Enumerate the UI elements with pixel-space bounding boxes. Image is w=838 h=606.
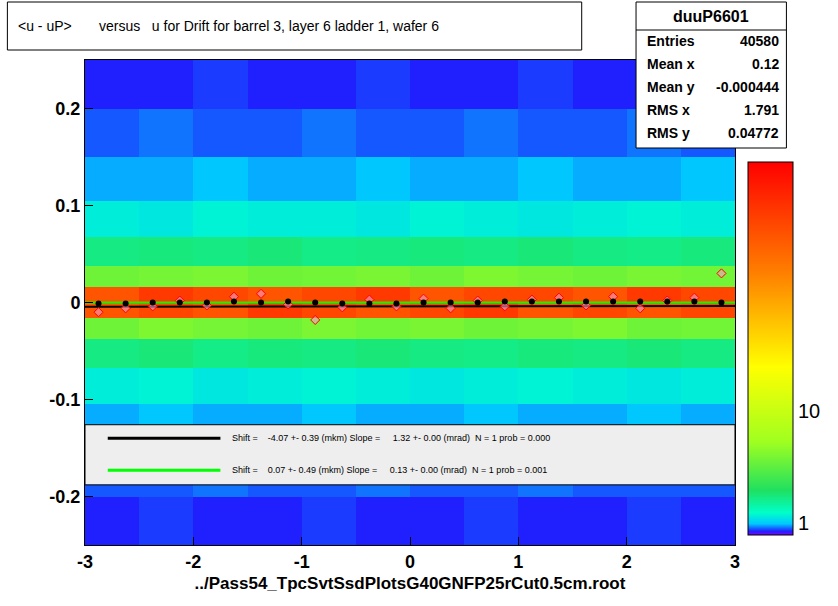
svg-text:-0.1: -0.1	[49, 390, 80, 410]
svg-text:-0.2: -0.2	[49, 487, 80, 507]
svg-text:0.12: 0.12	[752, 56, 779, 72]
svg-text:Shift = -4.07 +- 0.39 (mkm): Shift = -4.07 +- 0.39 (mkm) Slope = 1.32…	[232, 433, 550, 443]
svg-text:Mean y: Mean y	[647, 79, 695, 95]
svg-text:0: 0	[70, 293, 80, 313]
svg-text:duuP6601: duuP6601	[673, 8, 749, 25]
svg-text:Shift = 0.07 +- 0.49 (mkm): Shift = 0.07 +- 0.49 (mkm) Slope = 0.13 …	[232, 465, 547, 475]
svg-text:<u - uP> versus u for: <u - uP> versus u for Drift for barrel 3…	[18, 18, 439, 34]
svg-text:1: 1	[513, 552, 523, 572]
svg-text:2: 2	[622, 552, 632, 572]
svg-text:Mean x: Mean x	[647, 56, 695, 72]
svg-text:0.1: 0.1	[55, 196, 80, 216]
svg-text:10: 10	[798, 400, 820, 422]
svg-text:-0.000444: -0.000444	[716, 79, 779, 95]
svg-text:Entries: Entries	[647, 33, 695, 49]
svg-text:RMS y: RMS y	[647, 125, 690, 141]
svg-text:0.04772: 0.04772	[728, 125, 779, 141]
svg-text:0: 0	[405, 552, 415, 572]
svg-text:40580: 40580	[740, 33, 779, 49]
svg-text:1: 1	[798, 512, 809, 534]
svg-text:-1: -1	[294, 552, 310, 572]
svg-text:-2: -2	[185, 552, 201, 572]
svg-text:1.791: 1.791	[744, 102, 779, 118]
svg-text:0.2: 0.2	[55, 99, 80, 119]
svg-text:RMS x: RMS x	[647, 102, 690, 118]
svg-text:-3: -3	[77, 552, 93, 572]
svg-text:3: 3	[730, 552, 740, 572]
svg-text:../Pass54_TpcSvtSsdPlotsG40GNF: ../Pass54_TpcSvtSsdPlotsG40GNFP25rCut0.5…	[195, 574, 626, 593]
